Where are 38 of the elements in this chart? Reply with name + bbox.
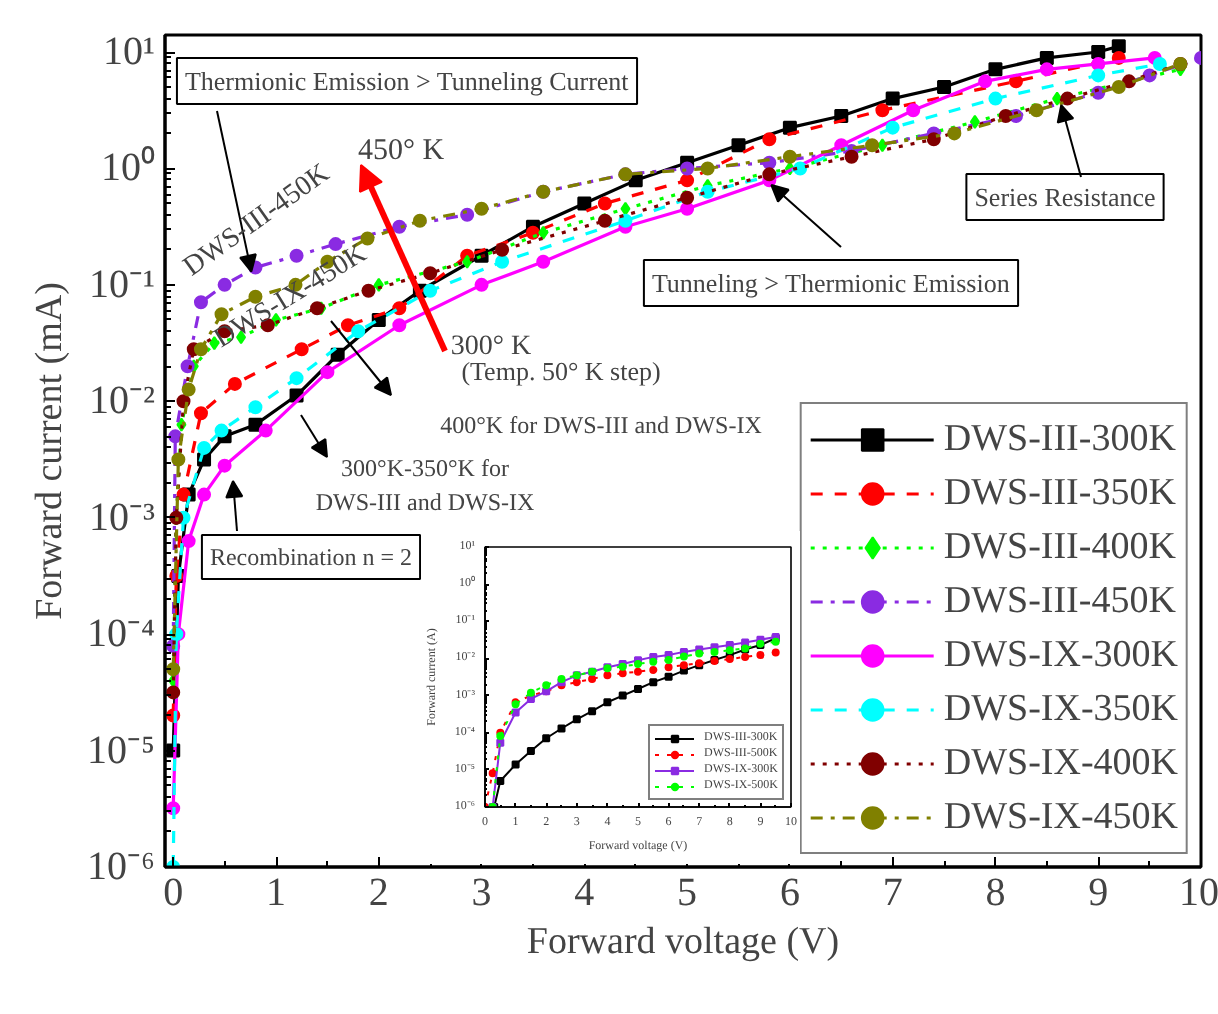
x-tick-label: 7 [882,871,903,915]
y-tick-label: 10¹ [103,30,156,75]
x-tick-label: 10 [1179,871,1218,915]
y-tick-label: 10⁻⁵ [87,728,156,773]
x-axis-title: Forward voltage (V) [526,921,840,963]
annotation: 400°K for DWS-III and DWS-IX [440,411,763,439]
x-tick-label: 6 [779,871,800,915]
y-tick-label: 10⁻³ [89,495,156,540]
x-tick-label: 4 [574,871,595,915]
y-tick-label: 10⁻² [89,379,156,424]
x-tick-label: 5 [677,871,698,915]
x-tick-label: 3 [471,871,492,915]
annotation: Recombination n = 2 [209,543,413,571]
annotation: 450° K [357,135,445,167]
x-tick-label: 8 [985,871,1006,915]
legend-label: DWS-III-450K [943,577,1176,625]
annotation: Thermionic Emission > Tunneling Current [184,66,630,96]
annotation: (Temp. 50° K step) [461,356,661,386]
x-tick-label: 9 [1088,871,1109,915]
legend-label: DWS-III-400K [943,523,1176,571]
legend-label: DWS-IX-400K [943,739,1178,787]
annotation: 300°K-350°K for DWS-III and DWS-IX [315,454,535,516]
legend-label: DWS-IX-450K [943,793,1178,841]
y-tick-label: 10⁻⁴ [87,612,156,657]
annotation: Tunneling > Thermionic Emission [651,268,1011,298]
x-tick-label: 1 [266,871,286,915]
y-tick-label: 10⁻⁶ [87,845,156,889]
x-tick-label: 0 [163,871,184,915]
legend-label: DWS-III-300K [943,415,1176,463]
y-tick-label: 10⁰ [101,144,155,191]
y-tick-label: 10⁻¹ [89,262,156,307]
legend-label: DWS-IX-300K [943,631,1178,679]
y-axis-title: Forward current (mA) [29,282,72,620]
legend-label: DWS-III-350K [943,469,1176,517]
annotation: Series Resistance [974,182,1157,212]
annotation: 300° K [450,332,532,362]
x-tick-label: 2 [368,871,389,915]
legend-label: DWS-IX-350K [943,685,1178,733]
